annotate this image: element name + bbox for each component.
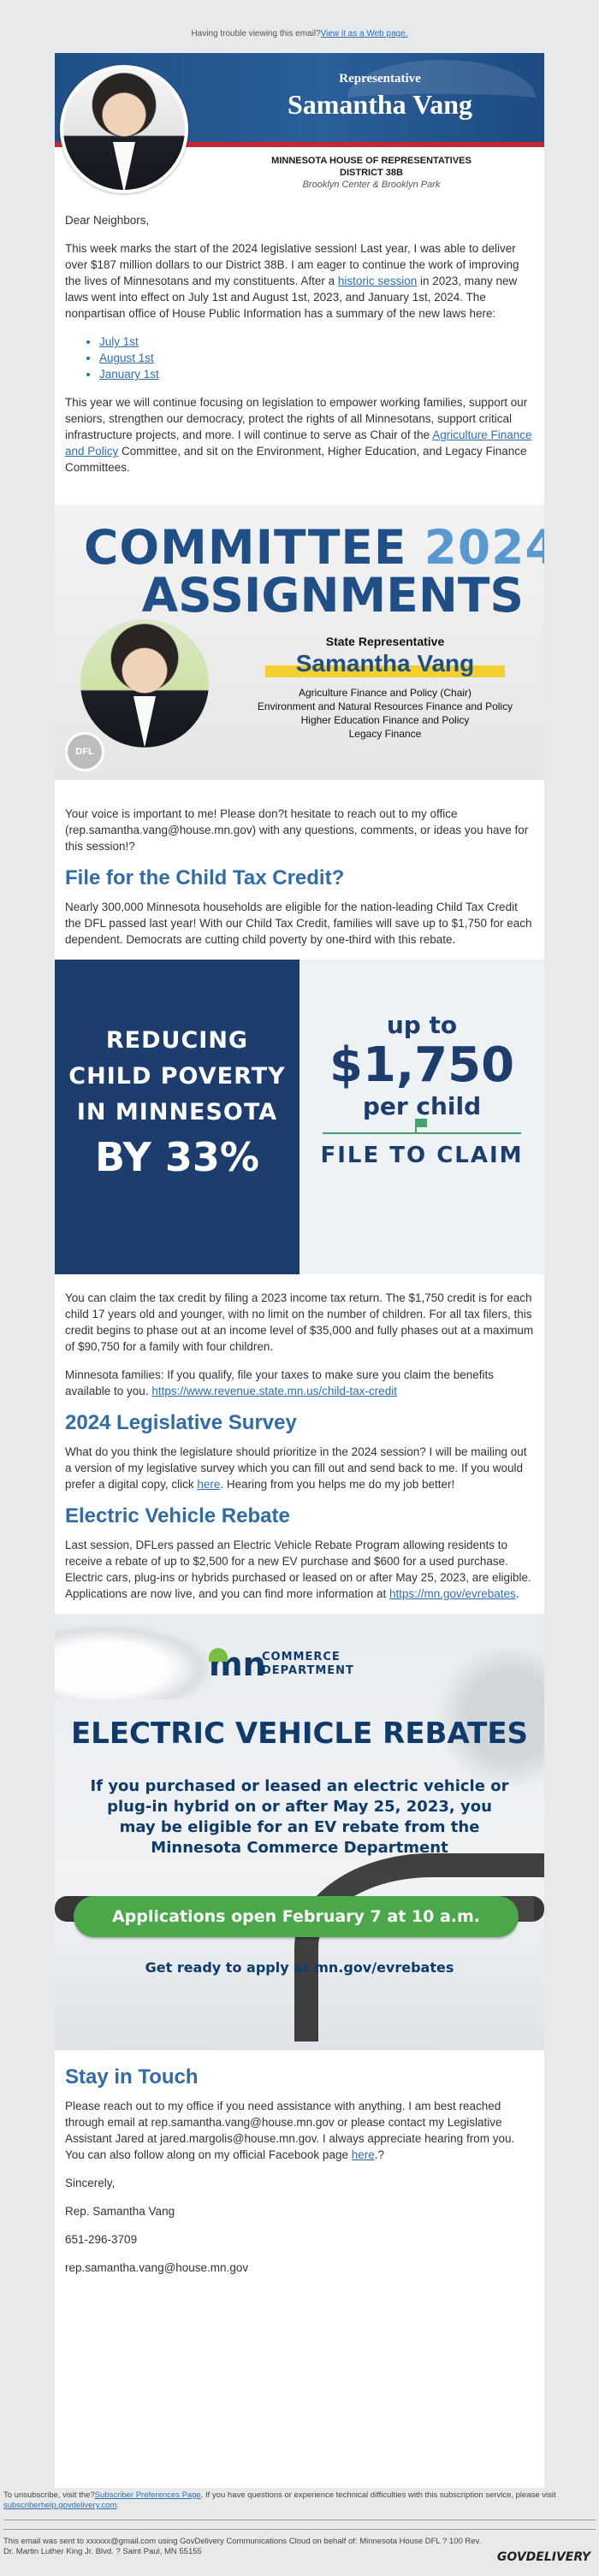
intro-paragraph-2: This year we will continue focusing on l…	[65, 396, 532, 474]
committee-item: Legacy Finance	[348, 728, 422, 740]
survey-section: What do you think the legislature should…	[55, 1444, 544, 1492]
committee-list: Agriculture Finance and Policy (Chair) E…	[226, 686, 544, 741]
ev-paragraph: Last session, DFLers passed an Electric …	[65, 1539, 531, 1600]
stay-paragraph: Please reach out to my office if you nee…	[65, 2100, 515, 2161]
list-item: July 1st	[99, 334, 534, 350]
car-graphic	[55, 1622, 217, 1699]
signature-name: Rep. Samantha Vang	[65, 2205, 175, 2218]
ev-image-applications-open: Applications open February 7 at 10 a.m.	[74, 1896, 519, 1937]
subscriber-help-link[interactable]: subscriberhelp.govdelivery.com	[3, 2501, 117, 2510]
ctc-image-divider	[323, 1119, 521, 1134]
ev-section: Last session, DFLers passed an Electric …	[55, 1537, 544, 1602]
historic-session-link[interactable]: historic session	[337, 275, 418, 287]
ctc-paragraph-2: You can claim the tax credit by filing a…	[65, 1291, 534, 1353]
list-item: August 1st	[99, 350, 534, 366]
govdelivery-logo: GOVDELIVERY	[496, 2550, 590, 2564]
representative-photo-small	[80, 619, 209, 747]
ctc-details: You can claim the tax credit by filing a…	[55, 1290, 544, 1399]
committee-assignments-image: COMMITTEE 2024 ASSIGNMENTS DFL State Rep…	[55, 505, 544, 780]
office-district: DISTRICT 38B	[340, 168, 403, 178]
ctc-image-headline: REDUCING CHILD POVERTY IN MINNESOTA	[68, 1027, 286, 1126]
flag-icon	[415, 1119, 427, 1127]
ev-image-subtitle: If you purchased or leased an electric v…	[90, 1777, 509, 1857]
state-rep-label: State Representative	[325, 635, 445, 648]
ctc-paragraph-3: Minnesota families: If you qualify, file…	[65, 1368, 494, 1397]
intro-paragraph-1: This week marks the start of the 2024 le…	[65, 242, 519, 320]
charger-graphic	[407, 1648, 544, 1785]
road-graphic	[294, 1853, 544, 2041]
email-footer: To unsubscribe, visit the?Subscriber Pre…	[0, 2490, 599, 2564]
ctc-image-left: REDUCING CHILD POVERTY IN MINNESOTA BY 33%	[55, 960, 300, 1274]
ev-heading: Electric Vehicle Rebate	[65, 1504, 290, 1527]
greeting: Dear Neighbors,	[65, 214, 150, 227]
header-name: Samantha Vang	[287, 89, 473, 120]
subscriber-preferences-link[interactable]: Subscriber Preferences Page	[94, 2490, 201, 2500]
list-item: January 1st	[99, 366, 534, 382]
office-block: MINNESOTA HOUSE OF REPRESENTATIVES DISTR…	[226, 147, 517, 190]
office-cities: Brooklyn Center & Brooklyn Park	[302, 180, 441, 190]
email-card: Representative Samantha Vang MINNESOTA H…	[55, 53, 544, 2488]
stay-heading: Stay in Touch	[65, 2065, 199, 2089]
preheader: Having trouble viewing this email?View i…	[0, 0, 599, 53]
intro-section: Dear Neighbors, This week marks the star…	[55, 212, 544, 476]
ctc-image-file-to-claim: FILE TO CLAIM	[320, 1143, 524, 1168]
ctc-image-percent: BY 33%	[95, 1134, 259, 1180]
name-highlight	[265, 665, 505, 677]
july-1st-link[interactable]: July 1st	[99, 335, 139, 348]
stay-section: Please reach out to my office if you nee…	[55, 2098, 544, 2276]
committee-heading: COMMITTEE 2024	[84, 520, 544, 575]
agriculture-committee-link[interactable]: Agriculture Finance and Policy	[65, 428, 532, 458]
facebook-here-link[interactable]: here	[351, 2148, 375, 2161]
ev-image-apply-url: Get ready to apply at mn.gov/evrebates	[145, 1959, 454, 1976]
unsubscribe-text: To unsubscribe, visit the?Subscriber Pre…	[3, 2490, 556, 2510]
signature-phone: 651-296-3709	[65, 2233, 138, 2246]
ev-rebates-link[interactable]: https://mn.gov/evrebates	[388, 1587, 516, 1600]
ctc-image-right: up to $1,750 per child FILE TO CLAIM	[300, 960, 544, 1274]
office-house: MINNESOTA HOUSE OF REPRESENTATIVES	[271, 156, 471, 166]
survey-here-link[interactable]: here	[197, 1478, 221, 1491]
footer-divider	[3, 2529, 596, 2530]
new-laws-list: July 1st August 1st January 1st	[99, 334, 534, 382]
ctc-image-per-child: per child	[362, 1092, 482, 1120]
revenue-ctc-link[interactable]: https://www.revenue.state.mn.us/child-ta…	[151, 1385, 397, 1397]
survey-paragraph: What do you think the legislature should…	[65, 1445, 527, 1491]
ctc-image-amount: $1,750	[329, 1037, 515, 1093]
ctc-heading: File for the Child Tax Credit?	[65, 866, 345, 889]
view-as-web-link[interactable]: View it as a Web page.	[320, 29, 408, 38]
committee-item: Higher Education Finance and Policy	[300, 714, 470, 726]
signature-email: rep.samantha.vang@house.mn.gov	[65, 2261, 249, 2274]
committee-item: Environment and Natural Resources Financ…	[257, 700, 513, 712]
representative-photo	[60, 65, 188, 193]
ctc-section: Nearly 300,000 Minnesota households are …	[55, 899, 544, 948]
voice-paragraph: Your voice is important to me! Please do…	[65, 807, 529, 853]
ev-image-title: ELECTRIC VEHICLE REBATES	[70, 1716, 529, 1751]
closing: Sincerely,	[65, 2177, 116, 2189]
assignments-heading: ASSIGNMENTS	[141, 568, 524, 623]
voice-section: Your voice is important to me! Please do…	[55, 806, 544, 854]
child-tax-credit-image: REDUCING CHILD POVERTY IN MINNESOTA BY 33%…	[55, 960, 544, 1274]
commerce-logo: mn COMMERCE DEPARTMENT	[209, 1645, 354, 1683]
dfl-logo: DFL	[65, 732, 104, 771]
ctc-paragraph-1: Nearly 300,000 Minnesota households are …	[65, 901, 532, 946]
preheader-text: Having trouble viewing this email?	[191, 29, 321, 38]
sent-to-text: This email was sent to xxxxxx@gmail.com …	[3, 2537, 482, 2556]
header-stripe	[55, 142, 544, 147]
ctc-image-up-to: up to	[386, 1011, 458, 1039]
august-1st-link[interactable]: August 1st	[99, 352, 154, 364]
committee-rep-name: Samantha Vang	[295, 650, 475, 676]
survey-heading: 2024 Legislative Survey	[65, 1411, 297, 1434]
committee-item: Agriculture Finance and Policy (Chair)	[298, 687, 472, 699]
header-role: Representative	[339, 72, 421, 86]
ev-rebate-image: mn COMMERCE DEPARTMENT ELECTRIC VEHICLE R…	[55, 1614, 544, 2050]
january-1st-link[interactable]: January 1st	[99, 368, 159, 381]
